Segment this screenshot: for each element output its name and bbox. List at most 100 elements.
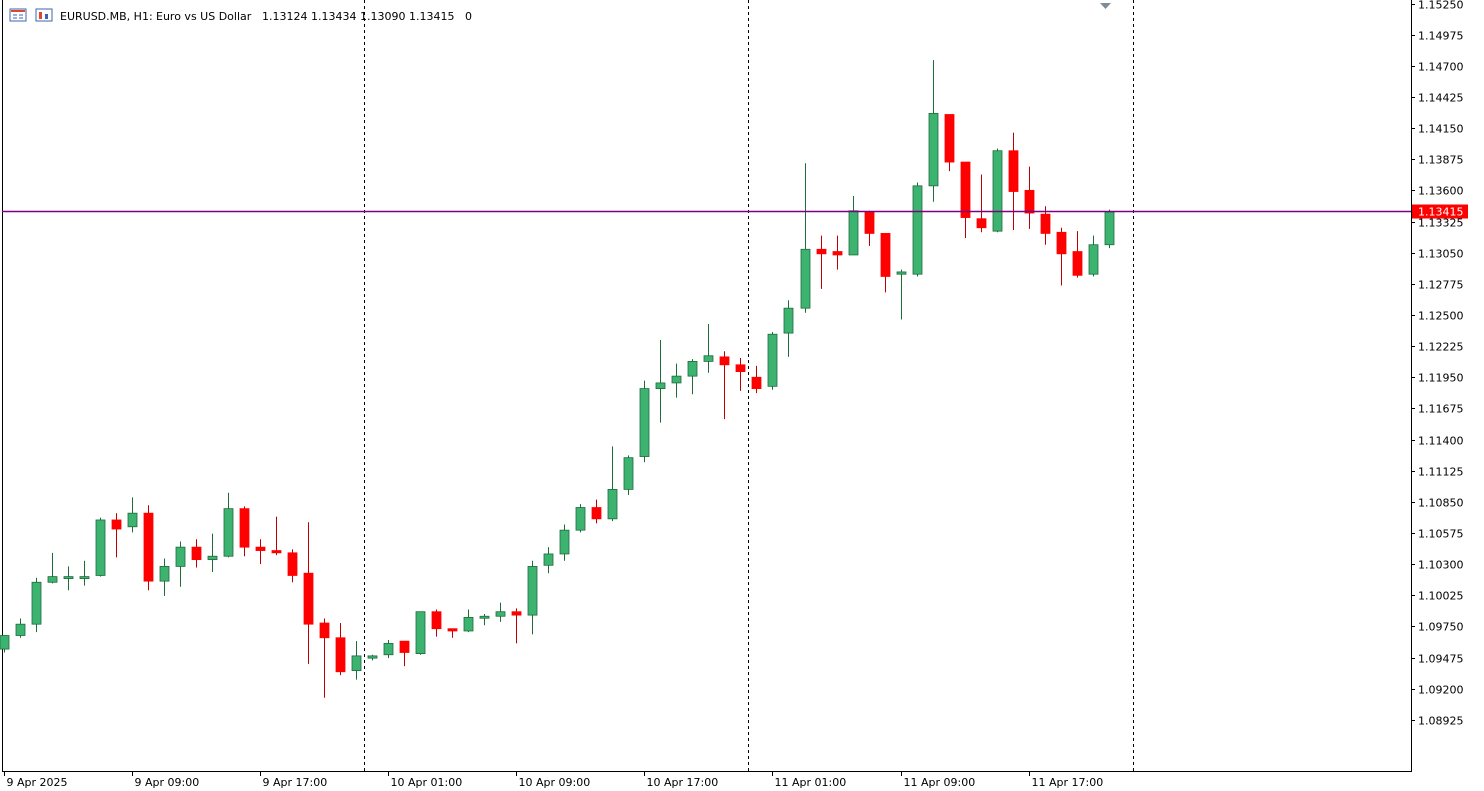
time-axis[interactable]: 9 Apr 2025 9 Apr 09:00 9 Apr 17:00 10 Apr 0… (4, 771, 1104, 789)
candle-body (415, 611, 426, 655)
candle-body (15, 623, 26, 636)
candle-body (992, 150, 1003, 232)
candle-body (783, 307, 794, 334)
candle-body (255, 546, 266, 551)
time-tick-label: 11 Apr 09:00 (904, 776, 976, 789)
price-tick-label: 1.10575 (1418, 528, 1464, 541)
candle-body (1056, 231, 1067, 255)
time-tick-label: 10 Apr 09:00 (519, 776, 591, 789)
price-tick-label: 1.13600 (1418, 185, 1464, 198)
candle-body (928, 112, 939, 187)
candle-body (960, 161, 971, 218)
candle (127, 497, 138, 533)
candle-body (175, 546, 186, 567)
price-tick-label: 1.11950 (1418, 372, 1464, 385)
candle (735, 358, 746, 391)
candle (415, 611, 426, 655)
candle (319, 618, 330, 698)
candle-body (31, 581, 42, 625)
candle (351, 641, 362, 680)
candle-body (719, 356, 730, 366)
candle-body (623, 457, 634, 490)
price-tick-label: 1.08925 (1418, 715, 1464, 728)
candle-body (79, 576, 90, 580)
candle-body (463, 616, 474, 632)
price-tick-label: 1.10025 (1418, 590, 1464, 603)
candle (816, 235, 827, 289)
candle-body (223, 508, 234, 557)
candle-body (1024, 189, 1035, 214)
price-tick-label: 1.13325 (1418, 217, 1464, 230)
candle (0, 635, 10, 653)
candle-body (1088, 244, 1099, 275)
candle (399, 640, 410, 667)
candle (1024, 166, 1035, 229)
price-tick-label: 1.11400 (1418, 435, 1464, 448)
candle (31, 577, 42, 633)
candle-body (848, 210, 859, 256)
time-tick-label: 11 Apr 17:00 (1032, 776, 1104, 789)
candle-body (1008, 150, 1019, 192)
candle-body (159, 566, 170, 582)
candle-body (431, 611, 442, 630)
candle-body (191, 546, 202, 561)
current-price-label: 1.13415 (1418, 206, 1464, 219)
candle (15, 618, 26, 638)
candle-body (239, 508, 250, 548)
candle (159, 558, 170, 596)
candle-body (95, 519, 106, 576)
candle-body (735, 364, 746, 373)
candle-body (447, 628, 458, 632)
candle-body (127, 512, 138, 528)
current-price-label-bg (1412, 204, 1468, 219)
trading-panel-icon[interactable] (9, 8, 27, 22)
candle (944, 114, 955, 172)
candle-body (832, 251, 843, 256)
candle (800, 163, 811, 313)
price-tick-label: 1.12500 (1418, 310, 1464, 323)
candle-body (559, 529, 570, 555)
candle (175, 541, 186, 587)
candle-body (767, 333, 778, 387)
candle (79, 560, 90, 586)
candle (1088, 235, 1099, 277)
price-tick-label: 1.09475 (1418, 653, 1464, 666)
price-tick-label: 1.11125 (1418, 466, 1464, 479)
candle (543, 547, 554, 574)
shift-marker-icon[interactable] (1100, 3, 1111, 9)
candle (992, 148, 1003, 233)
time-tick-label: 11 Apr 01:00 (775, 776, 847, 789)
candle-body (511, 611, 522, 616)
candle-body (399, 640, 410, 653)
candle (960, 161, 971, 238)
candle (1056, 227, 1067, 286)
candle-body (655, 382, 666, 389)
candle (591, 499, 602, 524)
candle (896, 269, 907, 320)
candle (703, 324, 714, 373)
price-axis[interactable]: 1.15250 1.14975 1.14700 1.14425 1.14150 1.138… (1411, 0, 1468, 728)
candle (511, 608, 522, 644)
candle (1008, 132, 1019, 231)
candle (912, 182, 923, 277)
symbol-timeframe: EURUSD.MB, H1: (60, 10, 153, 23)
candle-body (880, 233, 891, 277)
candle-body (271, 550, 282, 554)
price-tick-label: 1.10300 (1418, 559, 1464, 572)
candle-body (864, 211, 875, 234)
chart-type-icon[interactable] (35, 8, 53, 22)
price-tick-label: 1.12775 (1418, 279, 1464, 292)
time-tick-label: 10 Apr 17:00 (647, 776, 719, 789)
symbol-description: Euro vs US Dollar (156, 10, 252, 23)
candle-body (543, 553, 554, 566)
candle-body (287, 552, 298, 576)
candle (47, 552, 58, 584)
price-tick-label: 1.14425 (1418, 92, 1464, 105)
candle-body (319, 622, 330, 639)
price-tick-label: 1.15250 (1418, 0, 1464, 12)
candle-body (912, 185, 923, 275)
candle-body (687, 361, 698, 377)
candle-body (751, 376, 762, 389)
